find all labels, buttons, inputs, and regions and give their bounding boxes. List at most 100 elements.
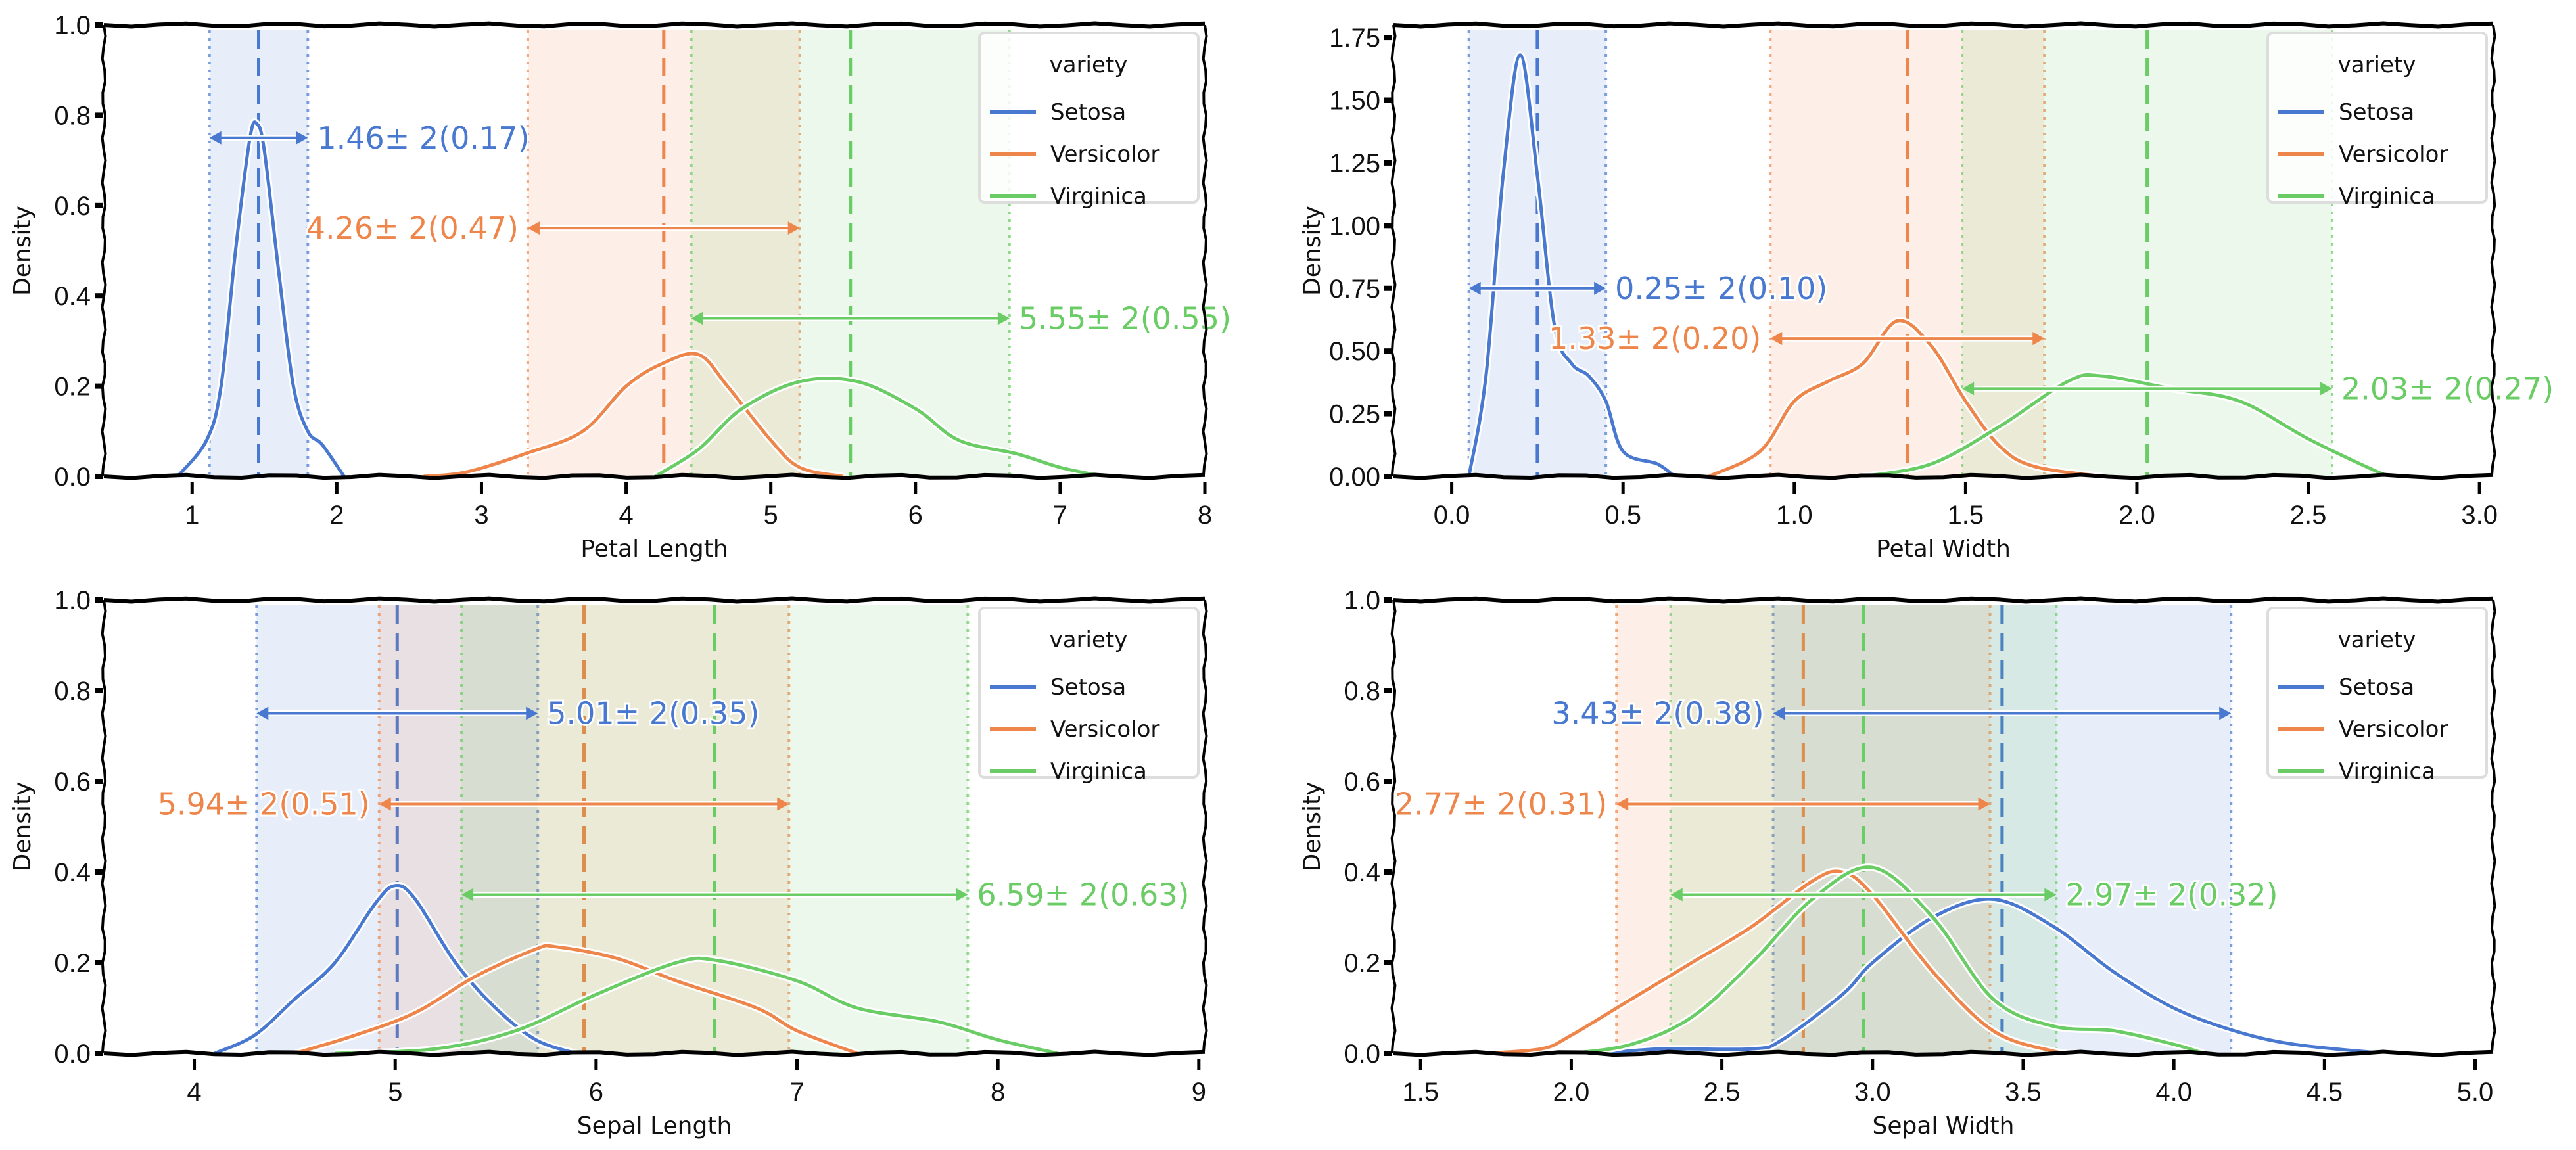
top-spine <box>1393 21 2494 29</box>
legend-label-setosa: Setosa <box>2339 99 2414 126</box>
left-spine <box>1390 24 1397 477</box>
y-tick-label: 0.6 <box>1344 768 1380 796</box>
stat-label-versicolor: 2.77± 2(0.31) <box>1395 787 1607 822</box>
x-tick-label: 0.0 <box>1434 501 1470 530</box>
y-tick-label: 0.4 <box>54 858 91 887</box>
x-tick-label: 2 <box>329 501 344 530</box>
left-spine <box>1390 599 1397 1054</box>
y-tick-label: 1.0 <box>54 11 91 40</box>
density-curve-setosa <box>176 120 346 476</box>
legend: variety Setosa Versicolor Virginica <box>978 32 1200 210</box>
y-tick-label: 1.75 <box>1329 24 1380 53</box>
x-axis-label: Petal Length <box>580 536 728 563</box>
x-tick-label: 1.0 <box>1776 501 1813 530</box>
x-tick-label: 5.0 <box>2457 1078 2494 1107</box>
x-tick-label: 6 <box>589 1078 603 1107</box>
y-tick-label: 1.50 <box>1329 87 1380 116</box>
arrowhead-left-setosa <box>1773 706 1785 720</box>
x-tick-label: 2.0 <box>1553 1078 1590 1107</box>
density-curve-versicolor <box>1708 319 2103 476</box>
x-tick-label: 5 <box>764 501 778 530</box>
y-tick-label: 0.6 <box>54 768 91 796</box>
legend-box <box>2266 32 2488 204</box>
arrowhead-left-versicolor <box>527 221 540 235</box>
stat-label-virginica: 5.55± 2(0.55) <box>1019 301 1231 336</box>
legend-box <box>2266 607 2488 779</box>
arrowhead-right-setosa <box>1594 281 1606 295</box>
y-axis-label: Density <box>1299 206 1326 296</box>
stat-label-setosa: 5.01± 2(0.35) <box>547 696 759 731</box>
arrowhead-right-versicolor <box>2032 332 2045 346</box>
legend-label-virginica: Virginica <box>2339 758 2435 785</box>
stat-label-setosa: 1.46± 2(0.17) <box>317 120 529 156</box>
plot-area <box>1480 605 2385 1053</box>
y-tick-label: 0.0 <box>54 1040 91 1069</box>
arrowhead-right-versicolor <box>1978 797 1990 811</box>
density-curve-virginica <box>654 377 1104 476</box>
subplot-sepal-width: 3.43± 2(0.38) 2.77± 2(0.31) 2.97± 2(0.32) 1… <box>1299 586 2496 1139</box>
x-tick-label: 2.5 <box>1704 1078 1741 1107</box>
y-tick-label: 0.4 <box>1344 858 1380 887</box>
y-tick-label: 0.2 <box>54 949 91 978</box>
legend-title: variety <box>2338 627 2416 653</box>
x-tick-label: 2.0 <box>2119 501 2155 530</box>
density-curve-setosa <box>214 883 577 1053</box>
x-tick-label: 2.5 <box>2290 501 2327 530</box>
legend-label-virginica: Virginica <box>1050 758 1147 785</box>
x-tick-label: 4 <box>187 1078 201 1107</box>
x-tick-label: 6 <box>908 501 923 530</box>
legend-label-virginica: Virginica <box>2339 183 2435 210</box>
legend-box <box>978 607 1200 779</box>
stat-label-versicolor: 5.94± 2(0.51) <box>158 787 370 822</box>
x-tick-label: 7 <box>789 1078 804 1107</box>
x-tick-label: 0.5 <box>1604 501 1641 530</box>
y-tick-label: 1.25 <box>1329 149 1380 178</box>
x-tick-label: 7 <box>1053 501 1067 530</box>
legend-title: variety <box>2338 52 2416 78</box>
y-tick-label: 0.0 <box>1344 1040 1380 1069</box>
x-axis-label: Petal Width <box>1876 536 2011 563</box>
left-spine <box>101 599 107 1054</box>
top-spine <box>1393 596 2494 604</box>
arrowhead-right-virginica <box>997 311 1010 325</box>
bottom-spine <box>103 472 1206 480</box>
legend: variety Setosa Versicolor Virginica <box>2266 32 2488 210</box>
arrowhead-left-versicolor <box>1616 797 1629 811</box>
legend: variety Setosa Versicolor Virginica <box>2266 607 2488 785</box>
y-tick-label: 0.4 <box>54 282 91 311</box>
y-tick-label: 0.0 <box>54 463 91 492</box>
x-tick-label: 4.0 <box>2155 1078 2192 1107</box>
stat-label-versicolor: 1.33± 2(0.20) <box>1549 321 1761 356</box>
density-curve-versicolor <box>294 944 858 1053</box>
y-tick-label: 0.8 <box>54 677 91 706</box>
y-tick-label: 1.0 <box>54 586 91 615</box>
y-axis-label: Density <box>1299 782 1326 872</box>
x-tick-label: 8 <box>1198 501 1212 530</box>
x-tick-label: 1.5 <box>1402 1078 1439 1107</box>
x-tick-label: 3.0 <box>1854 1078 1891 1107</box>
stat-label-virginica: 2.97± 2(0.32) <box>2065 877 2278 913</box>
legend-title: variety <box>1050 627 1128 653</box>
x-tick-label: 3.0 <box>2461 501 2498 530</box>
bottom-spine <box>1393 472 2494 480</box>
legend-label-versicolor: Versicolor <box>1050 141 1159 168</box>
y-tick-label: 0.25 <box>1329 400 1380 429</box>
top-spine <box>103 21 1206 29</box>
x-tick-label: 8 <box>991 1078 1005 1107</box>
arrowhead-left-versicolor <box>379 797 391 811</box>
subplot-petal-width: 0.25± 2(0.10) 1.33± 2(0.20) 2.03± 2(0.27) 0… <box>1299 21 2556 563</box>
density-curve-virginica <box>1571 865 2205 1053</box>
y-axis-label: Density <box>9 206 36 296</box>
y-tick-label: 1.00 <box>1329 212 1380 241</box>
legend-label-setosa: Setosa <box>1050 674 1126 701</box>
arrowhead-left-virginica <box>1962 382 1975 396</box>
stat-label-setosa: 0.25± 2(0.10) <box>1615 271 1827 306</box>
x-tick-label: 4 <box>619 501 633 530</box>
arrowhead-left-setosa <box>256 706 269 720</box>
legend-box <box>978 32 1200 204</box>
y-tick-label: 0.75 <box>1329 275 1380 304</box>
y-tick-label: 0.2 <box>1344 949 1380 978</box>
y-tick-label: 0.6 <box>54 192 91 221</box>
arrowhead-right-versicolor <box>787 221 800 235</box>
